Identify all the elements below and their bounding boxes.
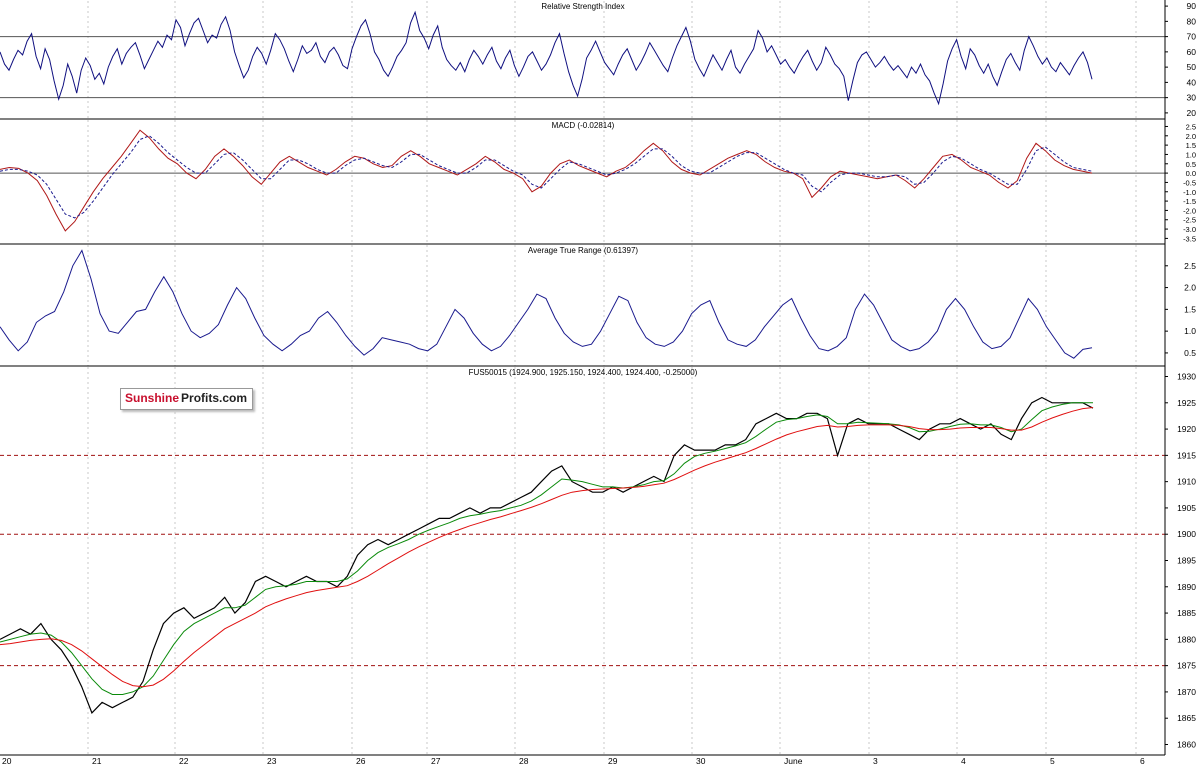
ytick-label-1-7: -1.0 xyxy=(1183,188,1196,197)
panel-title-2: Average True Range (0.61397) xyxy=(528,246,638,255)
xtick-label-12: 5 xyxy=(1050,756,1055,766)
xtick-label-11: 4 xyxy=(961,756,966,766)
xtick-label-2: 22 xyxy=(179,756,189,766)
ytick-label-3-0: 1930 xyxy=(1177,372,1196,382)
ytick-label-1-8: -1.5 xyxy=(1183,197,1196,206)
ytick-label-1-1: 2.0 xyxy=(1186,132,1196,141)
xtick-label-10: 3 xyxy=(873,756,878,766)
xtick-label-0: 20 xyxy=(2,756,12,766)
series-line-2-0 xyxy=(0,249,1093,359)
series-line-3-0 xyxy=(0,396,1094,714)
sunshine-profits-logo: Sunshine Profits.com xyxy=(120,388,254,410)
series-line-3-1 xyxy=(0,402,1093,695)
ytick-label-3-7: 1895 xyxy=(1177,556,1196,566)
ytick-label-1-4: 0.5 xyxy=(1186,160,1196,169)
ytick-label-2-0: 2.5 xyxy=(1184,261,1196,271)
ytick-label-3-13: 1865 xyxy=(1177,713,1196,723)
xtick-label-3: 23 xyxy=(267,756,277,766)
panel-title-0: Relative Strength Index xyxy=(541,2,624,11)
ytick-label-3-9: 1885 xyxy=(1177,608,1196,618)
ytick-label-2-3: 1.0 xyxy=(1184,326,1196,336)
ytick-label-0-0: 90 xyxy=(1187,1,1197,11)
ytick-label-0-7: 20 xyxy=(1187,108,1197,118)
xtick-label-5: 27 xyxy=(431,756,441,766)
ytick-label-0-4: 50 xyxy=(1187,62,1197,72)
xtick-label-9: June xyxy=(784,756,803,766)
xtick-label-6: 28 xyxy=(519,756,529,766)
series-line-1-1 xyxy=(0,135,1093,219)
ytick-label-1-9: -2.0 xyxy=(1183,206,1196,215)
xtick-label-4: 26 xyxy=(356,756,366,766)
logo-part-profits: Profits.com xyxy=(181,389,253,409)
ytick-label-3-2: 1920 xyxy=(1177,424,1196,434)
panel-title-3: FUS50015 (1924.900, 1925.150, 1924.400, … xyxy=(469,368,698,377)
ytick-label-1-6: -0.5 xyxy=(1183,178,1196,187)
ytick-label-3-11: 1875 xyxy=(1177,661,1196,671)
ytick-label-2-4: 0.5 xyxy=(1184,348,1196,358)
ytick-label-3-1: 1925 xyxy=(1177,398,1196,408)
series-line-0-0 xyxy=(0,10,1093,106)
ytick-label-3-14: 1860 xyxy=(1177,739,1196,749)
ytick-label-1-10: -2.5 xyxy=(1183,216,1196,225)
ytick-label-1-11: -3.0 xyxy=(1183,225,1196,234)
ytick-label-3-5: 1905 xyxy=(1177,503,1196,513)
ytick-label-2-2: 1.5 xyxy=(1184,304,1196,314)
ytick-label-3-3: 1915 xyxy=(1177,450,1196,460)
ytick-label-3-12: 1870 xyxy=(1177,687,1196,697)
ytick-label-3-4: 1910 xyxy=(1177,477,1196,487)
series-line-1-0 xyxy=(0,129,1093,232)
xtick-label-1: 21 xyxy=(92,756,102,766)
xtick-label-7: 29 xyxy=(608,756,618,766)
xtick-label-8: 30 xyxy=(696,756,706,766)
logo-part-sunshine: Sunshine xyxy=(121,389,182,409)
ytick-label-2-1: 2.0 xyxy=(1184,283,1196,293)
ytick-label-3-6: 1900 xyxy=(1177,529,1196,539)
ytick-label-0-2: 70 xyxy=(1187,32,1197,42)
series-line-3-2 xyxy=(0,407,1094,688)
ytick-label-0-3: 60 xyxy=(1187,47,1197,57)
panel-title-1: MACD (-0.02814) xyxy=(552,121,615,130)
ytick-label-3-8: 1890 xyxy=(1177,582,1196,592)
ytick-label-1-3: 1.0 xyxy=(1186,150,1196,159)
ytick-label-1-5: 0.0 xyxy=(1186,169,1196,178)
ytick-label-0-5: 40 xyxy=(1187,77,1197,87)
ytick-label-1-2: 1.5 xyxy=(1186,141,1196,150)
ytick-label-1-12: -3.5 xyxy=(1183,234,1196,243)
xtick-label-13: 6 xyxy=(1140,756,1145,766)
ytick-label-0-6: 30 xyxy=(1187,93,1197,103)
ytick-label-3-10: 1880 xyxy=(1177,634,1196,644)
ytick-label-1-0: 2.5 xyxy=(1186,122,1196,131)
ytick-label-0-1: 80 xyxy=(1187,16,1197,26)
